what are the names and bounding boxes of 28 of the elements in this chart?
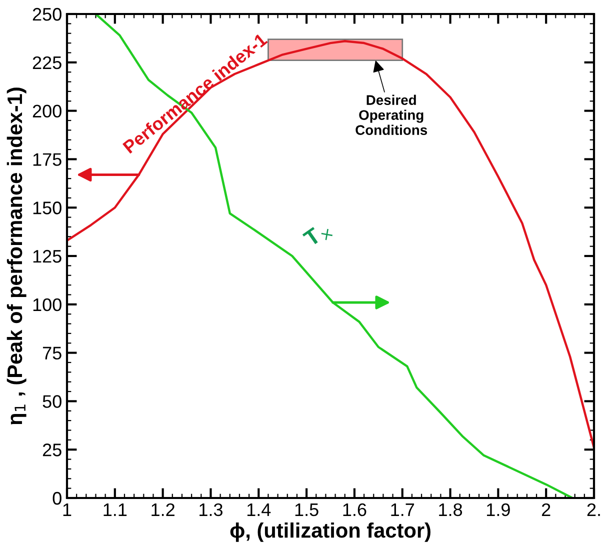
x-tick-label: 1.4 xyxy=(247,504,271,516)
y-tick-label: 100 xyxy=(33,298,62,312)
text: T$_{×}$ xyxy=(302,220,334,250)
line-series xyxy=(94,14,574,498)
y-tick-label: 250 xyxy=(32,8,62,21)
y-tick-label: 200 xyxy=(32,104,62,118)
y-axis-title: η$_{1}$ , (Peak of performance index-1) xyxy=(6,88,26,424)
x-tick-label: 1.9 xyxy=(487,503,510,516)
x-tick-label: 1.5 xyxy=(295,504,318,516)
y-tick-label: 225 xyxy=(32,56,62,70)
band-label: Desired Operating Conditions xyxy=(356,94,428,135)
x-tick-label: 2 xyxy=(542,503,550,516)
x-tick-label: 1.2 xyxy=(152,503,174,516)
y-tick-label: 125 xyxy=(33,250,62,263)
y-tick-label: 50 xyxy=(42,395,62,408)
y-tick-label: 25 xyxy=(42,444,62,456)
x-tick-label: 1.6 xyxy=(343,503,366,516)
y-tick-label: 175 xyxy=(33,153,62,166)
y-tick-label: 150 xyxy=(33,202,62,214)
x-tick-label: 2. xyxy=(587,503,600,516)
x-tick-label: 1.3 xyxy=(200,503,222,516)
x-tick-label: 1.8 xyxy=(439,503,462,516)
y-tick-label: 0 xyxy=(52,492,62,505)
y-tick-label: 75 xyxy=(42,346,62,360)
x-tick-label: 1.1 xyxy=(104,504,127,516)
x-tick-label: 1.7 xyxy=(391,504,414,516)
x-axis-title: ϕ, (utilization factor) xyxy=(230,522,430,542)
x-tick-label: 1 xyxy=(63,504,72,516)
